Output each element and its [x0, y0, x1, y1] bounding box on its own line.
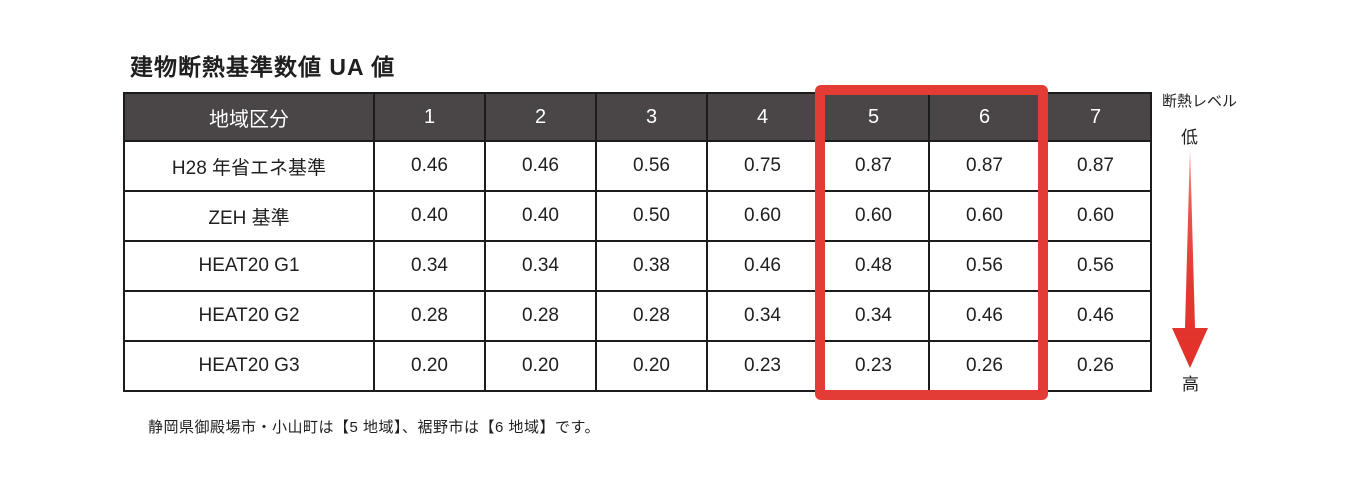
cell: 0.26 [928, 340, 1041, 392]
cell: 0.23 [706, 340, 819, 392]
cell: 0.56 [595, 140, 708, 192]
cell: 0.75 [706, 140, 819, 192]
table-row-zeh: ZEH 基準 0.40 0.40 0.50 0.60 0.60 0.60 0.6… [123, 190, 1152, 242]
cell: 0.46 [928, 290, 1041, 342]
cell: 0.23 [817, 340, 930, 392]
cell: 0.46 [1039, 290, 1152, 342]
cell: 0.56 [928, 240, 1041, 292]
cell: 0.87 [817, 140, 930, 192]
insulation-level-high-label: 高 [1182, 375, 1199, 394]
cell: 0.46 [706, 240, 819, 292]
footnote: 静岡県御殿場市・小山町は【5 地域】、裾野市は【6 地域】です。 [148, 419, 601, 436]
table-row-heat20-g3: HEAT20 G3 0.20 0.20 0.20 0.23 0.23 0.26 … [123, 340, 1152, 392]
cell: 0.20 [484, 340, 597, 392]
insulation-level-label: 断熱レベル [1162, 93, 1238, 110]
cell: 0.34 [373, 240, 486, 292]
cell: 0.87 [1039, 140, 1152, 192]
cell: 0.20 [373, 340, 486, 392]
cell: 0.20 [595, 340, 708, 392]
table-header-row: 地域区分 1 2 3 4 5 6 7 [123, 92, 1152, 142]
cell: 0.28 [484, 290, 597, 342]
cell: 0.38 [595, 240, 708, 292]
column-header-2: 2 [484, 92, 597, 142]
cell: 0.56 [1039, 240, 1152, 292]
cell: 0.34 [817, 290, 930, 342]
cell: 0.28 [373, 290, 486, 342]
row-label: H28 年省エネ基準 [123, 140, 375, 192]
cell: 0.34 [484, 240, 597, 292]
cell: 0.40 [373, 190, 486, 242]
row-label: HEAT20 G2 [123, 290, 375, 342]
cell: 0.46 [373, 140, 486, 192]
column-header-4: 4 [706, 92, 819, 142]
cell: 0.40 [484, 190, 597, 242]
insulation-level-low-label: 低 [1181, 128, 1198, 147]
row-label: HEAT20 G1 [123, 240, 375, 292]
column-header-1: 1 [373, 92, 486, 142]
column-header-7: 7 [1039, 92, 1152, 142]
table-row-heat20-g2: HEAT20 G2 0.28 0.28 0.28 0.34 0.34 0.46 … [123, 290, 1152, 342]
cell: 0.28 [595, 290, 708, 342]
down-arrow-icon [1172, 146, 1208, 368]
cell: 0.60 [928, 190, 1041, 242]
column-header-3: 3 [595, 92, 708, 142]
column-header-5: 5 [817, 92, 930, 142]
region-header-cell: 地域区分 [123, 92, 375, 142]
cell: 0.34 [706, 290, 819, 342]
table-row-h28: H28 年省エネ基準 0.46 0.46 0.56 0.75 0.87 0.87… [123, 140, 1152, 192]
column-header-6: 6 [928, 92, 1041, 142]
ua-value-table: 地域区分 1 2 3 4 5 6 7 H28 年省エネ基準 0.46 0.46 … [123, 92, 1152, 392]
cell: 0.46 [484, 140, 597, 192]
page-title: 建物断熱基準数値 UA 値 [130, 54, 396, 80]
cell: 0.60 [817, 190, 930, 242]
cell: 0.87 [928, 140, 1041, 192]
cell: 0.26 [1039, 340, 1152, 392]
row-label: HEAT20 G3 [123, 340, 375, 392]
cell: 0.60 [1039, 190, 1152, 242]
cell: 0.50 [595, 190, 708, 242]
cell: 0.60 [706, 190, 819, 242]
row-label: ZEH 基準 [123, 190, 375, 242]
table-row-heat20-g1: HEAT20 G1 0.34 0.34 0.38 0.46 0.48 0.56 … [123, 240, 1152, 292]
cell: 0.48 [817, 240, 930, 292]
